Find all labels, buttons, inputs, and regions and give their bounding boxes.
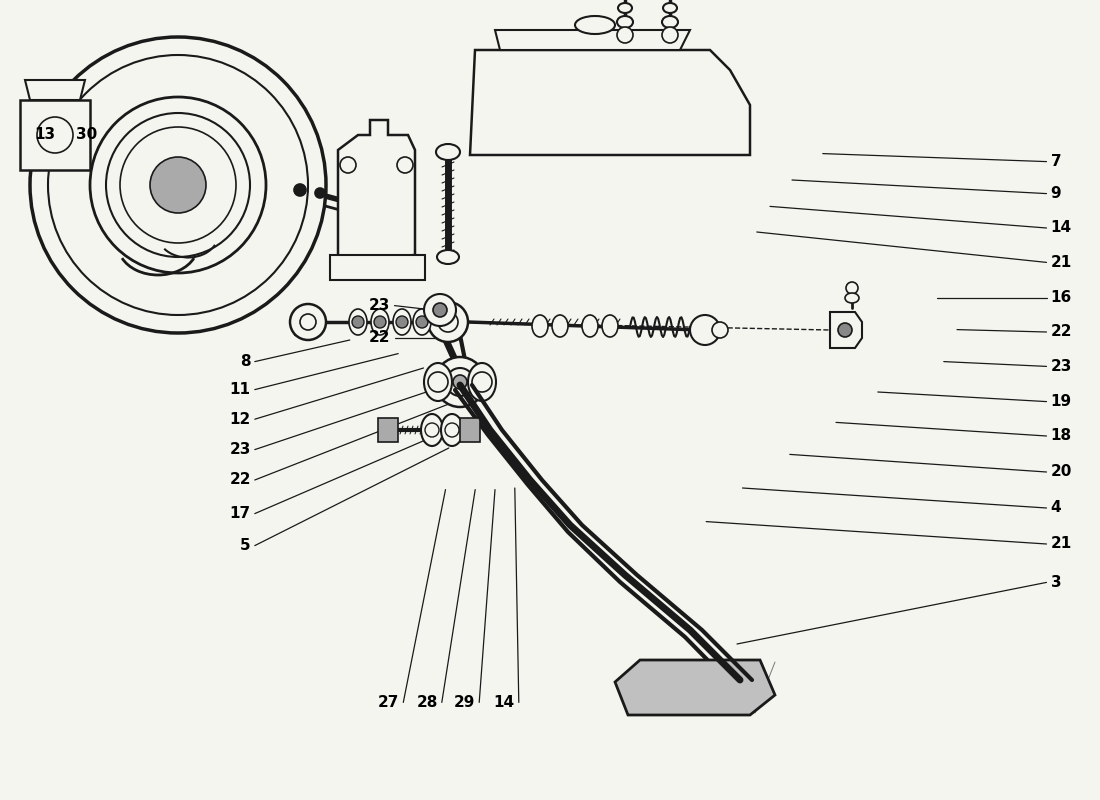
Ellipse shape [845,293,859,303]
Circle shape [37,117,73,153]
Polygon shape [460,418,480,442]
Circle shape [446,423,459,437]
Text: 29: 29 [454,695,475,710]
Polygon shape [330,255,425,280]
Text: 14: 14 [494,695,515,710]
Ellipse shape [393,309,411,335]
Ellipse shape [582,315,598,337]
Text: 8: 8 [240,354,251,369]
Text: 12: 12 [230,412,251,426]
Text: 14: 14 [1050,221,1071,235]
Circle shape [424,294,456,326]
Ellipse shape [602,315,618,337]
Ellipse shape [441,414,463,446]
Text: 20: 20 [1050,465,1071,479]
Text: 27: 27 [378,695,399,710]
Circle shape [416,316,428,328]
Text: 19: 19 [1050,394,1071,409]
Text: 4: 4 [1050,501,1062,515]
Ellipse shape [532,315,548,337]
Circle shape [662,27,678,43]
Circle shape [425,423,439,437]
Text: 11: 11 [230,382,251,397]
Circle shape [315,188,324,198]
Ellipse shape [371,309,389,335]
Ellipse shape [437,250,459,264]
Circle shape [617,27,632,43]
Circle shape [428,372,448,392]
Ellipse shape [552,315,568,337]
Polygon shape [470,50,750,155]
Circle shape [453,375,468,389]
Text: 22: 22 [1050,325,1072,339]
Circle shape [712,322,728,338]
Text: 3: 3 [1050,575,1062,590]
Text: 7: 7 [1050,154,1062,169]
Circle shape [397,157,412,173]
Polygon shape [378,418,398,442]
Polygon shape [338,120,415,260]
Circle shape [396,316,408,328]
Circle shape [433,303,447,317]
Ellipse shape [421,414,443,446]
Text: 21: 21 [1050,255,1071,270]
Ellipse shape [424,363,452,401]
Text: 23: 23 [230,442,251,457]
Circle shape [290,304,326,340]
Circle shape [446,368,474,396]
Circle shape [472,372,492,392]
Circle shape [150,157,206,213]
Polygon shape [615,660,776,715]
Circle shape [846,282,858,294]
Ellipse shape [412,309,431,335]
Ellipse shape [349,309,367,335]
Ellipse shape [468,363,496,401]
Text: 22: 22 [368,330,390,345]
Ellipse shape [618,3,632,13]
Ellipse shape [575,16,615,34]
Circle shape [374,316,386,328]
Ellipse shape [436,144,460,160]
Text: 5: 5 [240,538,251,553]
Circle shape [838,323,853,337]
Text: 22: 22 [229,473,251,487]
Text: 23: 23 [1050,359,1071,374]
Circle shape [294,184,306,196]
Text: 9: 9 [1050,186,1062,201]
Polygon shape [495,30,690,50]
Text: 30: 30 [76,127,97,142]
Text: 23: 23 [370,298,390,313]
Circle shape [690,315,721,345]
Polygon shape [20,100,90,170]
Circle shape [90,97,266,273]
Text: 28: 28 [417,695,438,710]
Text: 17: 17 [230,506,251,521]
Circle shape [438,312,458,332]
Text: 18: 18 [1050,429,1071,443]
Circle shape [428,302,468,342]
Ellipse shape [662,16,678,28]
Polygon shape [25,80,85,100]
Text: 13: 13 [34,127,55,142]
Ellipse shape [617,16,632,28]
Polygon shape [830,312,862,348]
Circle shape [300,314,316,330]
Ellipse shape [663,3,676,13]
Text: 21: 21 [1050,537,1071,551]
Text: 16: 16 [1050,290,1071,305]
Circle shape [30,37,326,333]
Circle shape [340,157,356,173]
Circle shape [434,357,485,407]
Circle shape [352,316,364,328]
